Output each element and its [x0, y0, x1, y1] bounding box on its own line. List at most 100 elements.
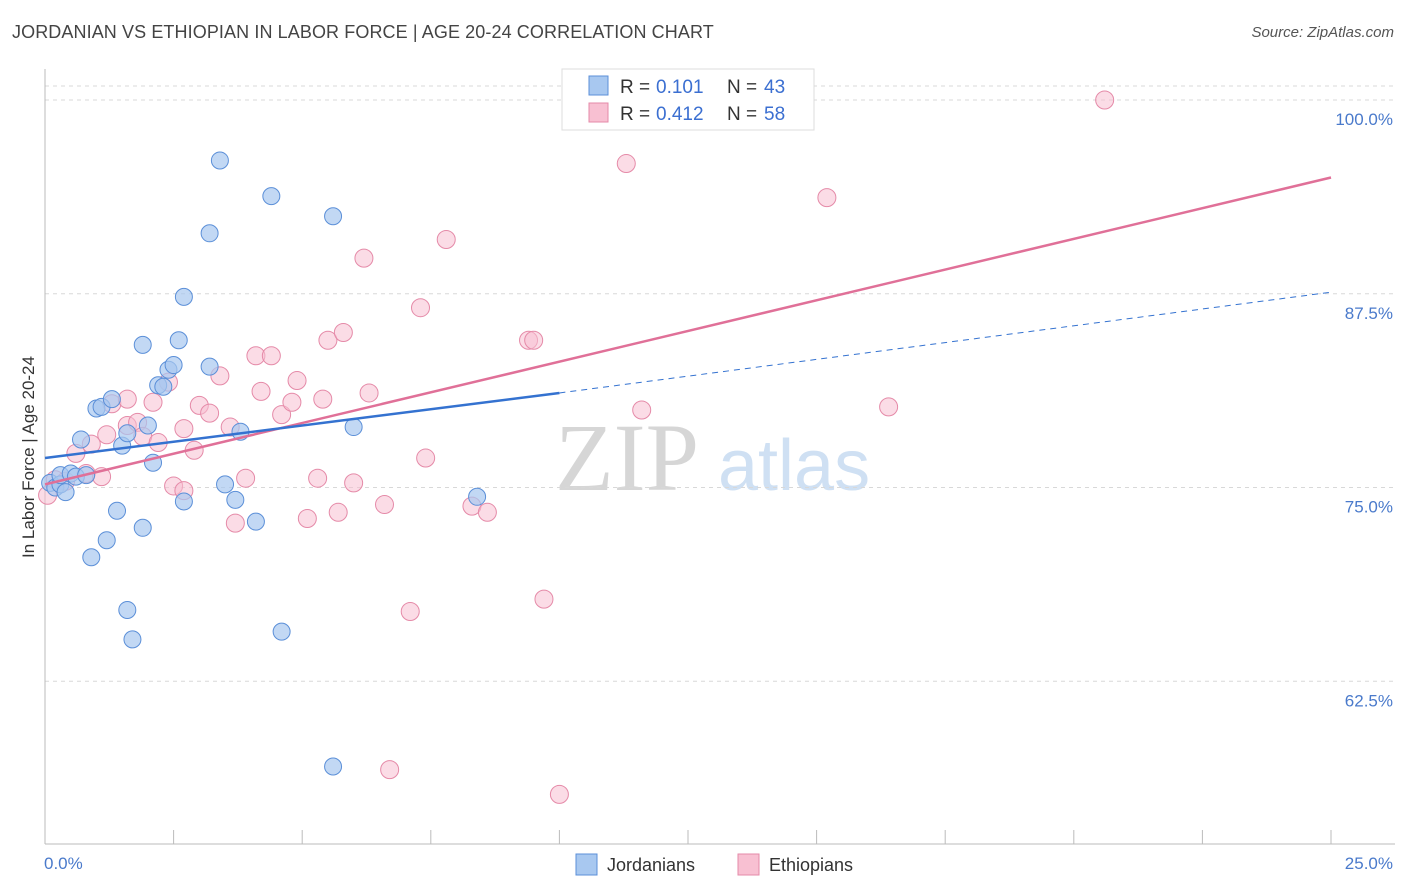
- bottom-legend-jordanians: Jordanians: [607, 855, 695, 875]
- ethiopian-point: [436, 230, 456, 249]
- ethiopian-point: [174, 419, 194, 439]
- ethiopian-point: [354, 248, 374, 268]
- jordanian-point: [324, 757, 343, 776]
- jordanians-trend-line: [44, 391, 560, 460]
- stats-legend: R = 0.101 N = 43 R = 0.412 N = 58: [561, 68, 815, 131]
- jordanians-trend-extension: [559, 291, 1332, 394]
- bottom-legend-ethiopians: Ethiopians: [769, 855, 853, 875]
- jordanian-point: [123, 630, 142, 649]
- ethiopian-point: [477, 502, 497, 522]
- watermark-atlas: atlas: [718, 426, 870, 506]
- legend-r-value-1: 0.101: [656, 77, 704, 98]
- jordanian-point: [200, 357, 219, 376]
- y-tick-label-1: 75.0%: [1345, 498, 1393, 517]
- ethiopian-point: [549, 784, 569, 804]
- ethiopian-point: [328, 502, 348, 522]
- ethiopian-point: [251, 381, 271, 401]
- bottom-legend-swatch-jordanians: [575, 853, 598, 876]
- ethiopian-point: [344, 473, 364, 493]
- ethiopian-point: [287, 371, 307, 391]
- ethiopian-point: [632, 400, 652, 420]
- ethiopian-point: [297, 509, 317, 528]
- axes: [44, 69, 1395, 845]
- ethiopian-point: [333, 323, 353, 342]
- jordanian-point: [262, 187, 281, 206]
- jordanian-point: [174, 287, 193, 306]
- grid-lines: [45, 85, 1395, 682]
- ethiopian-point: [524, 330, 544, 350]
- ethiopian-point: [282, 392, 302, 412]
- jordanian-point: [210, 151, 229, 170]
- jordanian-point: [118, 424, 137, 443]
- legend-r-label-1: R =: [620, 77, 650, 98]
- y-tick-label-3: 100.0%: [1335, 110, 1393, 129]
- ethiopian-point: [817, 188, 837, 208]
- jordanian-point: [154, 377, 173, 396]
- jordanian-point: [324, 207, 343, 226]
- legend-r-label-2: R =: [620, 104, 650, 125]
- tick-labels: 62.5% 75.0% 87.5% 100.0% 0.0% 25.0%: [44, 110, 1393, 873]
- ethiopian-point: [411, 298, 431, 318]
- ethiopian-point: [236, 468, 256, 488]
- trend-lines: [44, 176, 1332, 486]
- legend-n-label-1: N =: [727, 77, 757, 98]
- series-legend: Jordanians Ethiopians: [575, 853, 853, 876]
- ethiopian-point: [318, 330, 338, 350]
- legend-r-value-2: 0.412: [656, 104, 704, 125]
- jordanian-point: [344, 418, 363, 437]
- ethiopian-point: [225, 513, 245, 533]
- legend-n-value-2: 58: [764, 104, 785, 125]
- ethiopians-trend-line: [44, 176, 1332, 486]
- jordanian-point: [82, 548, 101, 567]
- y-tick-label-2: 87.5%: [1345, 304, 1393, 323]
- ethiopian-point: [359, 383, 379, 403]
- ethiopian-point: [200, 403, 220, 423]
- jordanian-point: [56, 483, 75, 502]
- jordanian-point: [226, 490, 245, 509]
- ethiopian-point: [616, 154, 636, 174]
- jordanian-point: [72, 430, 91, 449]
- y-tick-label-0: 62.5%: [1345, 691, 1393, 710]
- legend-swatch-jordanians: [588, 75, 609, 96]
- jordanian-point: [118, 600, 137, 619]
- jordanian-point: [174, 492, 193, 511]
- legend-swatch-ethiopians: [588, 102, 609, 123]
- jordanian-point: [272, 622, 291, 641]
- bottom-legend-swatch-ethiopians: [737, 853, 760, 876]
- ethiopian-point: [416, 448, 436, 468]
- jordanian-point: [169, 331, 188, 350]
- legend-n-value-1: 43: [764, 77, 785, 98]
- ethiopian-point: [261, 346, 281, 366]
- y-axis-title: In Labor Force | Age 20-24: [19, 356, 38, 558]
- x-tick-label-0: 0.0%: [44, 854, 83, 873]
- jordanian-point: [97, 531, 116, 550]
- jordanian-point: [216, 475, 235, 494]
- jordanian-point: [246, 512, 265, 531]
- jordanian-point: [133, 335, 152, 354]
- ethiopian-point: [879, 397, 899, 417]
- ethiopian-point: [272, 405, 292, 425]
- chart-title: JORDANIAN VS ETHIOPIAN IN LABOR FORCE | …: [12, 22, 714, 42]
- ethiopian-point: [117, 389, 137, 409]
- jordanian-point: [468, 487, 487, 506]
- ethiopian-point: [400, 602, 420, 621]
- ethiopian-point: [313, 389, 333, 409]
- ethiopian-point: [380, 760, 400, 780]
- ethiopian-point: [534, 589, 554, 609]
- jordanian-point: [133, 518, 152, 537]
- jordanian-point: [200, 224, 219, 243]
- ethiopian-point: [308, 468, 328, 488]
- jordanian-point: [102, 390, 121, 409]
- watermark-zip: ZIP: [555, 404, 699, 511]
- ethiopian-point: [1095, 90, 1115, 110]
- ethiopian-point: [97, 425, 117, 445]
- jordanian-point: [164, 356, 183, 375]
- source-label: Source: ZipAtlas.com: [1251, 24, 1394, 41]
- ethiopian-point: [375, 495, 395, 515]
- jordanian-point: [138, 416, 157, 435]
- ethiopian-point: [143, 392, 163, 412]
- jordanian-point: [108, 501, 127, 520]
- x-tick-label-1: 25.0%: [1345, 854, 1393, 873]
- legend-n-label-2: N =: [727, 104, 757, 125]
